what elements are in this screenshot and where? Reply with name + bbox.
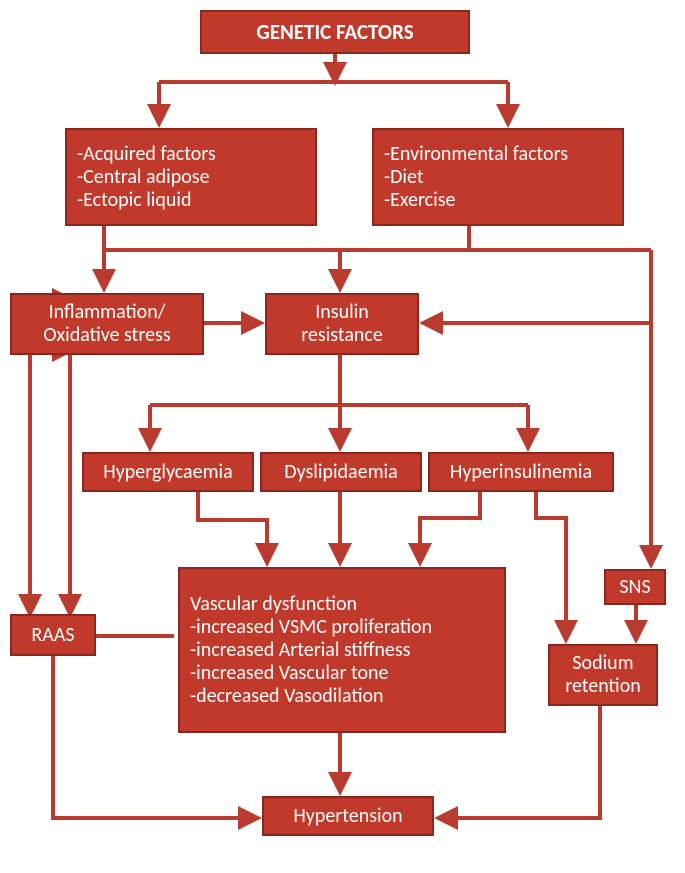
edge-17 <box>198 492 267 563</box>
node-genetic: GENETIC FACTORS <box>200 10 470 54</box>
node-vascular: Vascular dysfunction-increased VSMC prol… <box>178 567 506 733</box>
node-sns: SNS <box>604 569 666 605</box>
edge-19 <box>420 492 480 563</box>
node-sodium-line: Sodium <box>572 652 633 675</box>
node-genetic-line: GENETIC FACTORS <box>256 20 413 44</box>
node-vascular-line: -decreased Vasodilation <box>190 685 384 708</box>
node-environmental-line: -Exercise <box>384 189 455 212</box>
node-environmental-line: -Diet <box>384 166 424 189</box>
node-hyperglyc: Hyperglycaemia <box>82 452 254 492</box>
node-vascular-line: Vascular dysfunction <box>190 593 357 616</box>
node-inflammation: Inflammation/Oxidative stress <box>10 293 204 355</box>
node-acquired-line: -Central adipose <box>77 166 210 189</box>
node-environmental: -Environmental factors-Diet-Exercise <box>372 128 624 226</box>
node-hypertension-line: Hypertension <box>293 805 402 828</box>
node-dyslipid: Dyslipidaemia <box>260 452 422 492</box>
node-insulin: Insulinresistance <box>265 293 419 355</box>
node-insulin-line: resistance <box>301 324 383 347</box>
node-environmental-line: -Environmental factors <box>384 143 568 166</box>
node-dyslipid-line: Dyslipidaemia <box>284 461 397 484</box>
edge-24 <box>30 350 72 614</box>
node-hyperglyc-line: Hyperglycaemia <box>103 461 232 484</box>
node-vascular-line: -increased Arterial stiffness <box>190 639 410 662</box>
node-sodium: Sodiumretention <box>548 644 658 706</box>
node-inflammation-line: Oxidative stress <box>43 324 170 347</box>
node-vascular-line: -increased VSMC proliferation <box>190 616 432 639</box>
node-vascular-line: -increased Vascular tone <box>190 662 389 685</box>
node-hypertension: Hypertension <box>262 796 434 836</box>
node-sns-line: SNS <box>619 576 650 599</box>
node-insulin-line: Insulin <box>315 301 369 324</box>
node-raas-line: RAAS <box>31 624 74 647</box>
node-acquired: -Acquired factors-Central adipose-Ectopi… <box>65 128 317 226</box>
flowchart-canvas: GENETIC FACTORS -Acquired factors-Central… <box>0 0 685 873</box>
edge-20 <box>536 492 566 640</box>
node-acquired-line: -Acquired factors <box>77 143 216 166</box>
node-sodium-line: retention <box>565 675 641 698</box>
node-inflammation-line: Inflammation/ <box>49 301 166 324</box>
node-acquired-line: -Ectopic liquid <box>77 189 192 212</box>
node-raas: RAAS <box>10 614 96 656</box>
node-hyperins: Hyperinsulinemia <box>428 452 614 492</box>
node-hyperins-line: Hyperinsulinemia <box>450 461 592 484</box>
